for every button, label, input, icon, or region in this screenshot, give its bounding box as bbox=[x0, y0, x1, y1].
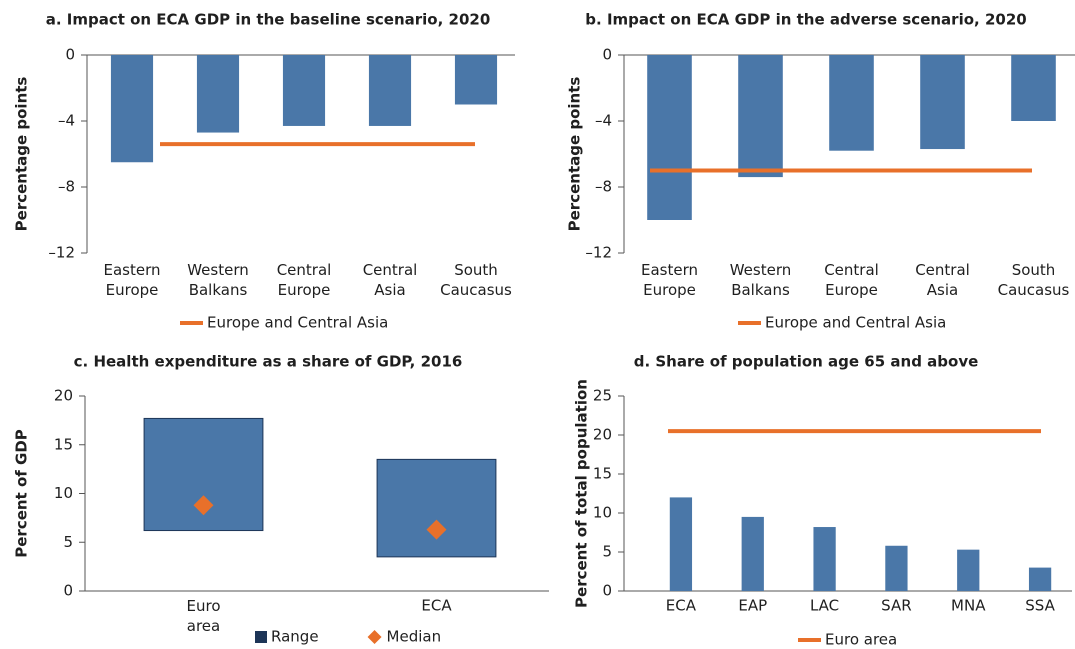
x-tick-label: ECA bbox=[421, 597, 452, 615]
legend-label: Europe and Central Asia bbox=[207, 314, 388, 332]
bar bbox=[829, 55, 874, 151]
median-marker bbox=[426, 519, 447, 540]
bar bbox=[885, 545, 908, 591]
legend-label: Median bbox=[387, 628, 442, 646]
median-marker bbox=[193, 495, 214, 516]
chart-title: b. Impact on ECA GDP in the adverse scen… bbox=[585, 11, 1026, 29]
y-tick-label: 15 bbox=[593, 465, 612, 483]
x-tick-label: Central Europe bbox=[824, 261, 879, 299]
y-tick-label: 15 bbox=[54, 435, 73, 453]
bar bbox=[669, 497, 693, 591]
bar bbox=[1011, 55, 1056, 121]
x-tick-label: South Caucasus bbox=[440, 261, 512, 299]
x-tick-label: Western Balkans bbox=[730, 261, 792, 299]
x-tick-label: Central Asia bbox=[363, 261, 418, 299]
y-axis-label: Percent of total population bbox=[573, 379, 591, 608]
y-tick-label: –12 bbox=[48, 244, 75, 262]
x-tick-label: Eastern Europe bbox=[641, 261, 698, 299]
y-tick-label: 0 bbox=[602, 582, 612, 600]
x-tick-label: ECA bbox=[666, 597, 697, 615]
y-tick-label: 0 bbox=[65, 46, 75, 64]
y-tick-label: 25 bbox=[593, 387, 612, 405]
x-tick-label: Central Europe bbox=[277, 261, 332, 299]
bar bbox=[741, 516, 764, 591]
x-tick-label: South Caucasus bbox=[998, 261, 1070, 299]
range-box bbox=[376, 458, 497, 558]
bar bbox=[368, 55, 412, 126]
y-tick-label: –8 bbox=[595, 178, 612, 196]
y-tick-label: 20 bbox=[54, 387, 73, 405]
x-tick-label: Central Asia bbox=[915, 261, 970, 299]
y-tick-label: 0 bbox=[63, 582, 73, 600]
y-tick-label: 10 bbox=[54, 484, 73, 502]
bar bbox=[813, 527, 836, 591]
bar bbox=[647, 55, 692, 220]
y-tick-label: –12 bbox=[585, 244, 612, 262]
x-tick-label: MNA bbox=[951, 597, 986, 615]
x-tick-label: Eastern Europe bbox=[103, 261, 160, 299]
legend-label: Europe and Central Asia bbox=[765, 314, 946, 332]
y-tick-label: 5 bbox=[63, 533, 73, 551]
y-tick-label: 0 bbox=[602, 46, 612, 64]
bar bbox=[282, 55, 326, 126]
y-tick-label: –4 bbox=[595, 112, 612, 130]
bar bbox=[920, 55, 965, 150]
y-axis-label: Percent of GDP bbox=[13, 429, 31, 558]
x-tick-label: LAC bbox=[810, 597, 839, 615]
chart-title: c. Health expenditure as a share of GDP,… bbox=[74, 353, 463, 371]
bar bbox=[738, 55, 783, 178]
x-tick-label: SAR bbox=[881, 597, 911, 615]
y-axis-label: Percentage points bbox=[13, 77, 31, 232]
x-tick-label: EAP bbox=[738, 597, 767, 615]
y-tick-label: 5 bbox=[602, 543, 612, 561]
y-axis-label: Percentage points bbox=[566, 77, 584, 232]
bar bbox=[196, 55, 240, 133]
bar bbox=[1028, 567, 1052, 591]
legend-swatch bbox=[367, 630, 382, 644]
y-tick-label: 20 bbox=[593, 426, 612, 444]
bar bbox=[110, 55, 154, 163]
legend-swatch bbox=[255, 631, 267, 643]
legend-label: Euro area bbox=[825, 631, 897, 649]
chart-title: a. Impact on ECA GDP in the baseline sce… bbox=[46, 11, 491, 29]
y-tick-label: –4 bbox=[58, 112, 75, 130]
bar bbox=[454, 55, 498, 105]
bar bbox=[957, 549, 980, 591]
x-tick-label: SSA bbox=[1025, 597, 1055, 615]
legend-label: Range bbox=[271, 628, 319, 646]
y-tick-label: 10 bbox=[593, 504, 612, 522]
chart-title: d. Share of population age 65 and above bbox=[634, 353, 979, 371]
x-tick-label: Euro area bbox=[187, 597, 221, 635]
y-tick-label: –8 bbox=[58, 178, 75, 196]
x-tick-label: Western Balkans bbox=[187, 261, 249, 299]
